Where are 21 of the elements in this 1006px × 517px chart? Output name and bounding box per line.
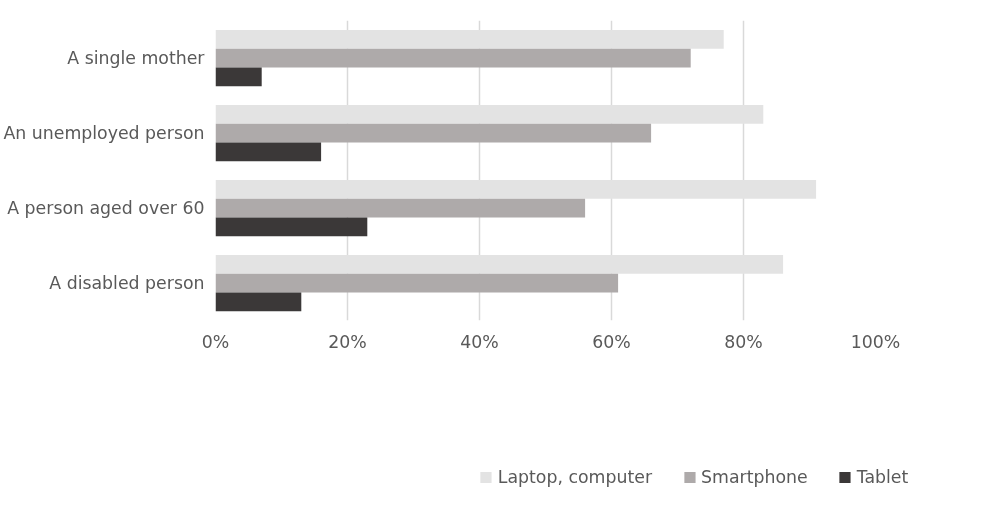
legend-label: Tablet bbox=[856, 467, 909, 487]
x-tick-label: 40% bbox=[460, 331, 499, 352]
x-tick-label: 60% bbox=[592, 331, 631, 352]
bar bbox=[215, 67, 262, 87]
bar bbox=[215, 142, 322, 162]
bar bbox=[215, 217, 368, 237]
x-tick-label: 20% bbox=[328, 331, 367, 352]
legend-label: Laptop, computer bbox=[497, 467, 653, 487]
x-tick-label: 80% bbox=[724, 331, 763, 352]
y-tick-label: A disabled person bbox=[49, 273, 205, 293]
bar bbox=[215, 273, 619, 293]
bar bbox=[215, 198, 586, 218]
bar bbox=[215, 292, 302, 312]
legend-label: Smartphone bbox=[701, 467, 808, 487]
y-tick-label: A single mother bbox=[67, 48, 206, 68]
x-tick-label: 0% bbox=[201, 331, 230, 352]
bar bbox=[215, 48, 691, 68]
y-tick-label: An unemployed person bbox=[3, 123, 205, 143]
bar bbox=[215, 123, 652, 143]
x-tick-label: 100% bbox=[850, 331, 901, 352]
y-tick-label: A person aged over 60 bbox=[7, 198, 205, 218]
